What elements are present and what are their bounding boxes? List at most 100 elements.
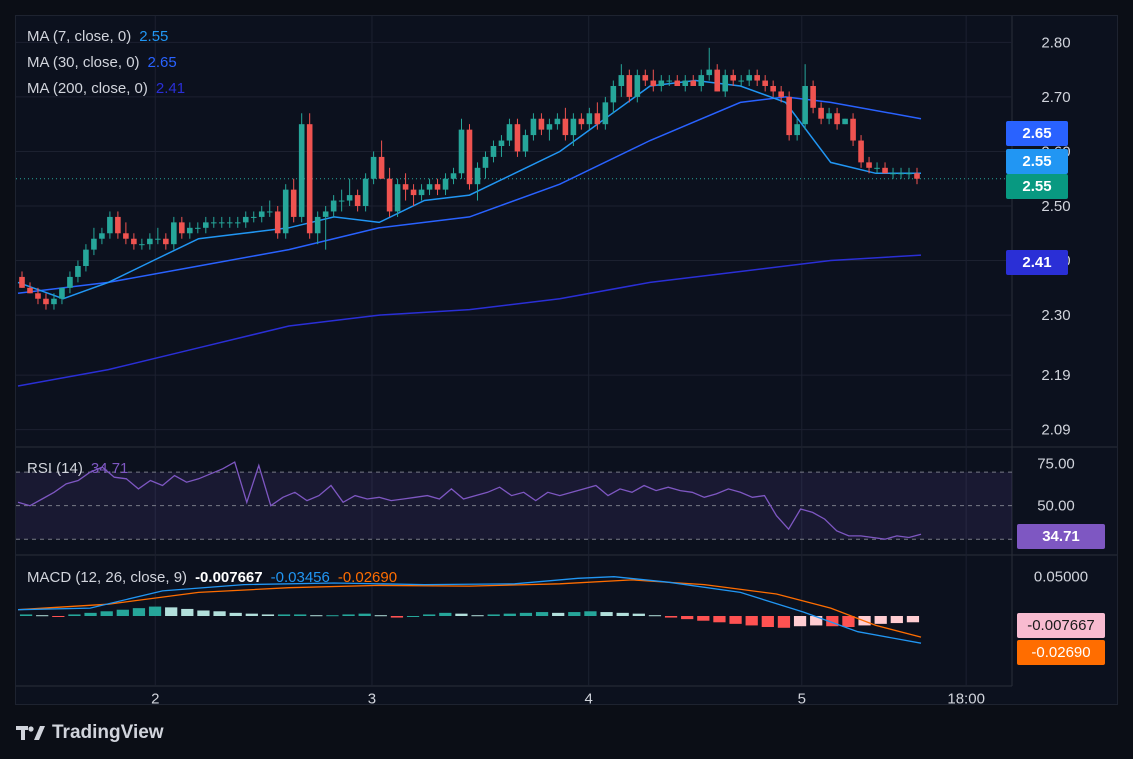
rsi-tick-label: 50.00 xyxy=(1037,498,1075,515)
candle-body xyxy=(626,75,633,97)
candle-body xyxy=(354,195,361,206)
candle-body xyxy=(258,211,265,217)
candle-body xyxy=(482,156,489,168)
macd-histogram-bar xyxy=(519,612,533,616)
rsi-tag: 34.71 xyxy=(1017,524,1105,549)
time-tick-label: 2 xyxy=(151,690,159,704)
candle-body xyxy=(682,80,689,86)
candle-body xyxy=(674,80,681,86)
macd-histogram-bar xyxy=(503,613,516,616)
candle-body xyxy=(722,75,729,92)
candle-body xyxy=(514,124,521,152)
candle-body xyxy=(818,107,824,119)
macd-histogram-bar xyxy=(842,616,855,627)
candle-body xyxy=(43,298,49,305)
candle-body xyxy=(458,129,465,174)
candle-body xyxy=(99,233,105,239)
candle-body xyxy=(426,184,433,190)
candle-body xyxy=(386,178,393,212)
candle-body xyxy=(314,216,321,234)
price-tick-label: 2.80 xyxy=(1041,34,1070,51)
macd-histogram-bar xyxy=(310,615,323,617)
candle-body xyxy=(570,118,577,136)
legend-rsi: RSI (14) 34.71 xyxy=(27,460,128,477)
candle-body xyxy=(586,113,593,125)
price-tag-ma200: 2.41 xyxy=(1006,250,1068,275)
macd-histogram-bar xyxy=(423,614,436,616)
price-tick-label: 2.30 xyxy=(1041,307,1070,324)
macd-hist-tag: -0.007667 xyxy=(1017,613,1105,638)
candle-body xyxy=(418,189,425,196)
candle-body xyxy=(234,222,241,224)
candle-body xyxy=(155,238,161,240)
candle-body xyxy=(123,233,129,239)
candle-body xyxy=(698,75,705,86)
candle-body xyxy=(202,222,209,228)
candle-body xyxy=(834,113,840,125)
candle-body xyxy=(298,124,305,217)
candle-body xyxy=(610,86,617,103)
candle-body xyxy=(914,173,920,179)
candle-body xyxy=(282,189,289,234)
candle-body xyxy=(139,244,145,246)
macd-histogram-bar xyxy=(342,614,355,616)
candle-body xyxy=(187,227,193,234)
candle-body xyxy=(330,200,337,212)
price-tick-label: 2.19 xyxy=(1041,367,1070,384)
candle-body xyxy=(274,211,281,234)
macd-histogram-bar xyxy=(148,606,162,616)
macd-histogram-bar xyxy=(826,616,839,627)
candle-body xyxy=(195,227,201,229)
macd-signal-line xyxy=(17,579,922,638)
candle-body xyxy=(266,211,273,213)
candle-body xyxy=(147,238,153,245)
legend-ma200-label: MA (200, close, 0) xyxy=(27,80,148,97)
candle-body xyxy=(546,124,553,130)
macd-histogram-bar xyxy=(84,612,97,616)
candle-body xyxy=(642,75,649,81)
legend-ma7-label: MA (7, close, 0) xyxy=(27,28,132,45)
macd-histogram-bar xyxy=(487,614,500,616)
legend-rsi-value: 34.71 xyxy=(90,460,129,477)
legend-ma30-label: MA (30, close, 0) xyxy=(27,54,140,71)
candle-body xyxy=(826,113,832,119)
candle-body xyxy=(250,216,257,218)
macd-histogram-bar xyxy=(406,616,420,617)
macd-histogram-bar xyxy=(874,616,887,624)
macd-histogram-bar xyxy=(358,613,371,616)
chart-canvas[interactable]: 2.802.702.602.502.402.302.192.09234518:0… xyxy=(16,16,1117,704)
legend-ma7-value: 2.55 xyxy=(139,28,169,45)
candle-body xyxy=(810,86,816,108)
ma7-line xyxy=(17,79,921,300)
candle-body xyxy=(394,184,401,212)
candle-body xyxy=(474,167,481,185)
macd-histogram-bar xyxy=(197,610,210,616)
macd-histogram-bar xyxy=(810,616,823,626)
candle-body xyxy=(554,118,561,125)
candle-body xyxy=(866,162,872,168)
candle-body xyxy=(506,124,513,141)
candle-body xyxy=(730,75,737,81)
macd-histogram-bar xyxy=(374,615,387,617)
candle-body xyxy=(538,118,545,130)
candle-body xyxy=(882,167,888,174)
macd-tick-label: 0.05000 xyxy=(1034,569,1088,586)
tradingview-brand[interactable]: TradingView xyxy=(16,722,164,744)
candle-body xyxy=(450,173,457,179)
macd-histogram-bar xyxy=(116,609,129,616)
macd-histogram-bar xyxy=(277,614,291,616)
legend-ma7: MA (7, close, 0) 2.55 xyxy=(27,28,168,45)
macd-histogram-bar xyxy=(761,616,774,627)
candle-body xyxy=(346,195,353,201)
macd-histogram-bar xyxy=(181,608,194,616)
candle-body xyxy=(786,96,792,136)
candle-body xyxy=(226,222,233,224)
legend-ma200: MA (200, close, 0) 2.41 xyxy=(27,80,185,97)
rsi-tick-label: 75.00 xyxy=(1037,456,1075,473)
macd-histogram-bar xyxy=(294,614,307,616)
candle-body xyxy=(522,135,529,152)
macd-histogram-bar xyxy=(664,616,678,618)
candle-body xyxy=(51,298,57,305)
candle-body xyxy=(802,86,808,125)
legend-ma30-value: 2.65 xyxy=(147,54,177,71)
